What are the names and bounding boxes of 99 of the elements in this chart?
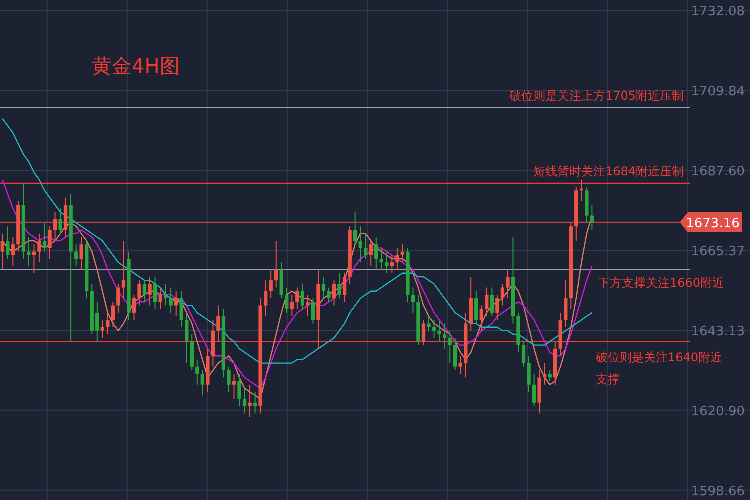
- y-tick-label: 1598.66: [691, 484, 745, 500]
- candlestick: [132, 294, 136, 321]
- candlestick: [411, 287, 416, 314]
- candlestick: [116, 284, 120, 314]
- candlestick: [290, 294, 294, 318]
- candlestick: [285, 287, 289, 314]
- candlestick: [100, 320, 104, 339]
- candlestick: [353, 212, 358, 246]
- candlestick: [53, 212, 58, 242]
- ref-line-label: 下方支撑关注1660附近: [598, 276, 725, 290]
- candlestick: [480, 305, 484, 332]
- candlestick: [148, 276, 152, 306]
- candlestick: [248, 384, 252, 418]
- candlestick: [358, 226, 362, 264]
- candlestick: [374, 236, 378, 270]
- candlestick: [500, 284, 505, 306]
- candlestick: [11, 236, 15, 267]
- candlestick: [506, 269, 510, 300]
- candlestick: [400, 244, 405, 264]
- candlestick: [532, 374, 536, 407]
- candlestick: [564, 280, 568, 328]
- candlestick: [311, 298, 316, 324]
- candlestick: [390, 254, 394, 274]
- candlestick: [196, 359, 200, 386]
- y-tick-label: 1732.08: [691, 4, 745, 20]
- candlestick: [242, 388, 247, 414]
- candlestick: [385, 251, 389, 274]
- candlestick: [548, 370, 552, 382]
- candlestick: [427, 316, 431, 332]
- y-tick-label: 1665.37: [691, 244, 745, 260]
- candlestick: [48, 226, 52, 260]
- y-tick-label: 1709.84: [691, 84, 745, 100]
- candlestick: [264, 280, 268, 318]
- candlestick: [32, 244, 36, 274]
- ref-line-label: 短线暂时关注1684附近压制: [533, 164, 684, 178]
- candlestick: [216, 305, 220, 342]
- candlestick: [227, 366, 231, 393]
- candlestick: [122, 240, 126, 300]
- candlestick: [106, 312, 110, 336]
- y-tick-label: 1620.90: [691, 404, 745, 420]
- candlestick: [342, 272, 347, 303]
- line-series: [2, 118, 593, 364]
- ref-line-label: 1673.16: [686, 216, 740, 232]
- candlestick: [164, 284, 168, 306]
- candlestick: [142, 280, 147, 303]
- text: 黄金4H图: [92, 54, 180, 78]
- ref-line-label: 破位则是关注1640附近支撑: [595, 350, 723, 387]
- candlestick: [396, 248, 400, 270]
- candlestick: [432, 320, 436, 339]
- candlestick: [380, 248, 384, 270]
- candlestick: [153, 276, 158, 310]
- candlestick: [590, 204, 594, 231]
- candlestick: [327, 287, 331, 303]
- line-series: [2, 179, 593, 390]
- y-tick-label: 1643.13: [691, 324, 745, 340]
- candlestick: [253, 392, 258, 414]
- candlestick: [474, 290, 478, 324]
- candlestick: [200, 370, 205, 396]
- candlestick: [42, 222, 47, 252]
- candlestick: [369, 240, 373, 267]
- candlestick: [169, 287, 173, 314]
- ref-line-label: 破位则是关注上方1705附近压制: [508, 88, 684, 103]
- candlestick: [74, 244, 78, 267]
- candlestick: [496, 294, 500, 321]
- candlestick: [185, 312, 189, 364]
- candlestick: [238, 374, 242, 407]
- candlestick: [448, 330, 452, 364]
- candlestick: [58, 208, 62, 234]
- candlestick: [453, 338, 458, 372]
- candlestick: [322, 276, 326, 300]
- candlestick: [522, 341, 526, 368]
- candlestick: [485, 287, 489, 318]
- candlestick: [174, 290, 178, 318]
- candlestick: [438, 320, 442, 342]
- candlestick: [111, 302, 116, 328]
- candlestick: [458, 356, 462, 375]
- candlestick: [296, 287, 300, 310]
- candlestick: [274, 240, 278, 288]
- y-tick-label: 1687.60: [691, 164, 745, 180]
- candlestick: [80, 236, 84, 270]
- candlestick: [542, 362, 547, 386]
- candlestick: [300, 284, 305, 310]
- candlestick: [306, 294, 310, 318]
- candlestick: [490, 287, 494, 318]
- candlestick: [338, 272, 342, 300]
- candlestick: [442, 323, 447, 350]
- candlestick: [27, 236, 31, 267]
- candlestick: [38, 233, 42, 264]
- candlestick: [332, 280, 336, 306]
- candlestick: [232, 374, 236, 400]
- candlestick: [422, 320, 426, 346]
- candlestick: [527, 356, 531, 393]
- candlestick: [158, 287, 162, 310]
- candlestick: [138, 280, 142, 306]
- candlestick: [364, 233, 368, 260]
- candlestick: [180, 290, 184, 328]
- candlestick: [0, 233, 4, 270]
- candlestick: [6, 226, 10, 260]
- candlestick: [269, 269, 273, 300]
